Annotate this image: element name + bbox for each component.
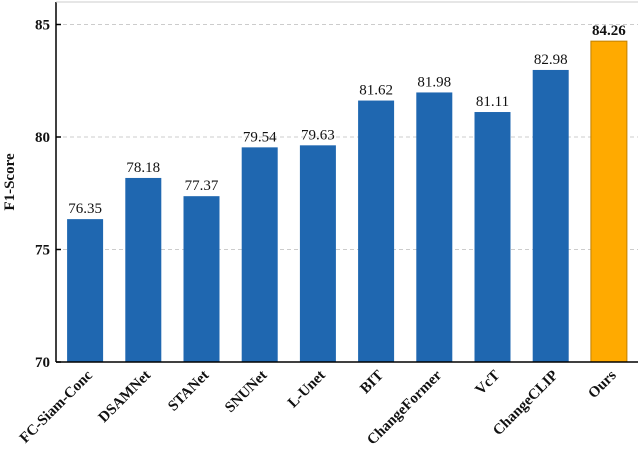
value-label: 81.62: [359, 83, 393, 99]
category-label: VcT: [473, 368, 504, 399]
bar-changeclip: [532, 69, 569, 362]
category-label: Ours: [585, 367, 619, 401]
bar-fc-siam-conc: [67, 219, 104, 362]
category-label: FC-Siam-Conc: [17, 367, 96, 446]
category-labels: FC-Siam-Conc DSAMNet STANet SNUNet L-Unet BIT…: [17, 367, 620, 448]
bar-stanet: [183, 196, 220, 362]
axes: [55, 1, 638, 363]
bar-dsamnet: [125, 177, 162, 362]
bar-bit: [358, 100, 395, 363]
value-label: 84.26: [592, 23, 626, 39]
value-label: 81.11: [476, 94, 509, 110]
value-label: 82.98: [534, 52, 568, 68]
value-label: 76.35: [68, 201, 102, 217]
bar-vct: [474, 112, 511, 363]
value-label: 77.37: [185, 178, 219, 194]
bar-changeformer: [416, 92, 453, 362]
value-label: 79.63: [301, 127, 335, 143]
bars: [67, 40, 628, 363]
bar-l-unet: [299, 145, 336, 362]
y-tick-label: 80: [35, 130, 50, 146]
category-label: SNUNet: [222, 368, 270, 416]
value-label: 81.98: [417, 74, 451, 90]
value-label: 79.54: [243, 129, 277, 145]
y-axis-title: F1-Score: [2, 153, 18, 211]
y-tick-label: 85: [35, 18, 50, 34]
bar-snunet: [241, 147, 278, 362]
value-label: 78.18: [126, 160, 160, 176]
category-label: L-Unet: [285, 368, 329, 412]
category-label: BIT: [357, 368, 387, 398]
category-label: STANet: [165, 368, 212, 415]
y-tick-label: 70: [35, 355, 50, 371]
value-labels: 76.35 78.18 77.37 79.54 79.63 81.62 81.98 81.11…: [68, 23, 626, 217]
category-label: DSAMNet: [96, 368, 154, 426]
y-ticks: 70 75 80 85: [35, 18, 61, 371]
bar-ours: [590, 40, 628, 363]
y-tick-label: 75: [35, 243, 50, 259]
